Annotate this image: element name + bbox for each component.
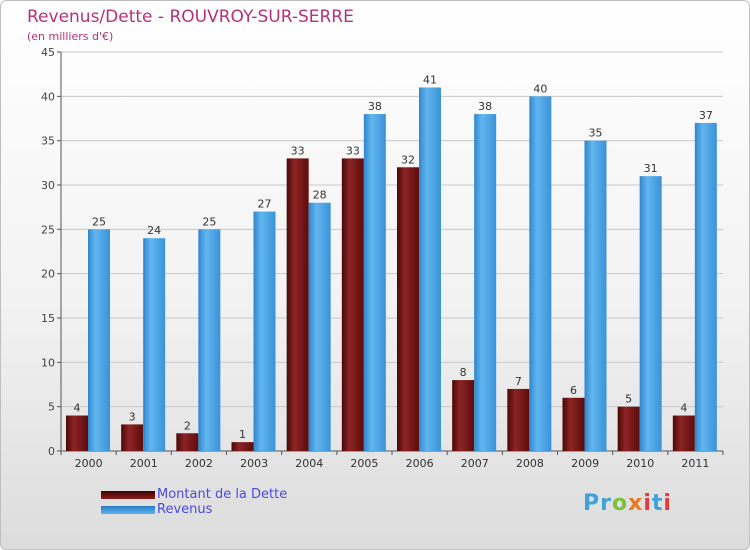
data-label-dette: 2 — [184, 419, 191, 432]
bar-dette — [286, 158, 309, 451]
bar-dette — [176, 433, 199, 451]
bar-revenus — [419, 87, 441, 451]
y-tick-label: 5 — [48, 401, 55, 414]
legend-swatch-revenus — [101, 505, 155, 514]
data-label-revenus: 35 — [589, 127, 603, 140]
y-tick-label: 30 — [41, 179, 55, 192]
y-tick-label: 25 — [41, 223, 55, 236]
legend-label-dette: Montant de la Dette — [157, 487, 288, 502]
bar-dette — [66, 415, 88, 451]
data-label-dette: 1 — [239, 428, 246, 441]
x-tick-label: 2009 — [571, 457, 599, 470]
data-label-revenus: 28 — [313, 189, 327, 202]
data-label-revenus: 38 — [368, 100, 382, 113]
data-label-revenus: 27 — [258, 198, 272, 211]
bar-revenus — [584, 140, 607, 451]
data-label-revenus: 40 — [533, 82, 547, 95]
x-tick-label: 2001 — [130, 457, 158, 470]
legend-item-revenus: Revenus — [101, 502, 287, 517]
data-label-revenus: 24 — [147, 224, 161, 237]
bar-revenus — [88, 229, 110, 451]
data-label-revenus: 25 — [202, 215, 216, 228]
data-label-dette: 3 — [129, 410, 136, 423]
x-tick-label: 2007 — [461, 457, 489, 470]
data-label-revenus: 37 — [699, 109, 713, 122]
data-label-dette: 32 — [401, 153, 415, 166]
bar-dette — [562, 397, 585, 451]
bar-revenus — [198, 229, 221, 451]
bar-revenus — [639, 176, 662, 451]
x-tick-label: 2004 — [295, 457, 323, 470]
data-label-dette: 5 — [625, 393, 632, 406]
y-tick-label: 10 — [41, 356, 55, 369]
chart-title: Revenus/Dette - ROUVROY-SUR-SERRE — [27, 7, 354, 27]
data-label-revenus: 25 — [92, 215, 106, 228]
data-label-dette: 4 — [74, 402, 81, 415]
bar-dette — [507, 388, 530, 451]
bar-dette — [231, 442, 254, 451]
x-tick-label: 2008 — [516, 457, 544, 470]
data-label-dette: 33 — [291, 144, 305, 157]
bar-dette — [452, 380, 475, 451]
y-tick-label: 35 — [41, 135, 55, 148]
bar-dette — [617, 406, 640, 451]
legend-swatch-dette — [101, 490, 155, 499]
bar-revenus — [363, 114, 386, 452]
x-tick-label: 2006 — [406, 457, 434, 470]
data-label-dette: 7 — [515, 375, 522, 388]
proxiti-logo: Proxiti — [583, 491, 672, 516]
legend: Montant de la Dette Revenus — [101, 487, 287, 517]
y-tick-label: 40 — [41, 90, 55, 103]
x-tick-label: 2010 — [626, 457, 654, 470]
legend-item-dette: Montant de la Dette — [101, 487, 287, 502]
data-label-revenus: 38 — [478, 100, 492, 113]
bar-dette — [121, 424, 144, 451]
data-label-dette: 33 — [346, 144, 360, 157]
y-tick-label: 15 — [41, 312, 55, 325]
bar-dette — [341, 158, 364, 451]
x-tick-label: 2002 — [185, 457, 213, 470]
bar-revenus — [308, 202, 331, 451]
x-tick-label: 2003 — [240, 457, 268, 470]
bar-dette — [397, 167, 419, 451]
data-label-dette: 6 — [570, 384, 577, 397]
data-label-revenus: 41 — [423, 73, 437, 86]
chart-subtitle: (en milliers d'€) — [27, 30, 114, 43]
bar-revenus — [529, 96, 552, 451]
y-tick-label: 0 — [48, 445, 55, 458]
x-tick-label: 2011 — [681, 457, 709, 470]
bar-revenus — [253, 211, 276, 451]
y-tick-label: 45 — [41, 46, 55, 59]
bar-revenus — [474, 114, 497, 452]
bar-revenus — [694, 122, 717, 451]
data-label-dette: 8 — [460, 366, 467, 379]
bar-dette — [672, 415, 695, 451]
legend-label-revenus: Revenus — [157, 502, 213, 517]
data-label-dette: 4 — [680, 402, 687, 415]
x-tick-label: 2005 — [350, 457, 378, 470]
y-tick-label: 20 — [41, 268, 55, 281]
bar-revenus — [143, 238, 166, 451]
data-label-revenus: 31 — [644, 162, 658, 175]
x-tick-label: 2000 — [75, 457, 103, 470]
